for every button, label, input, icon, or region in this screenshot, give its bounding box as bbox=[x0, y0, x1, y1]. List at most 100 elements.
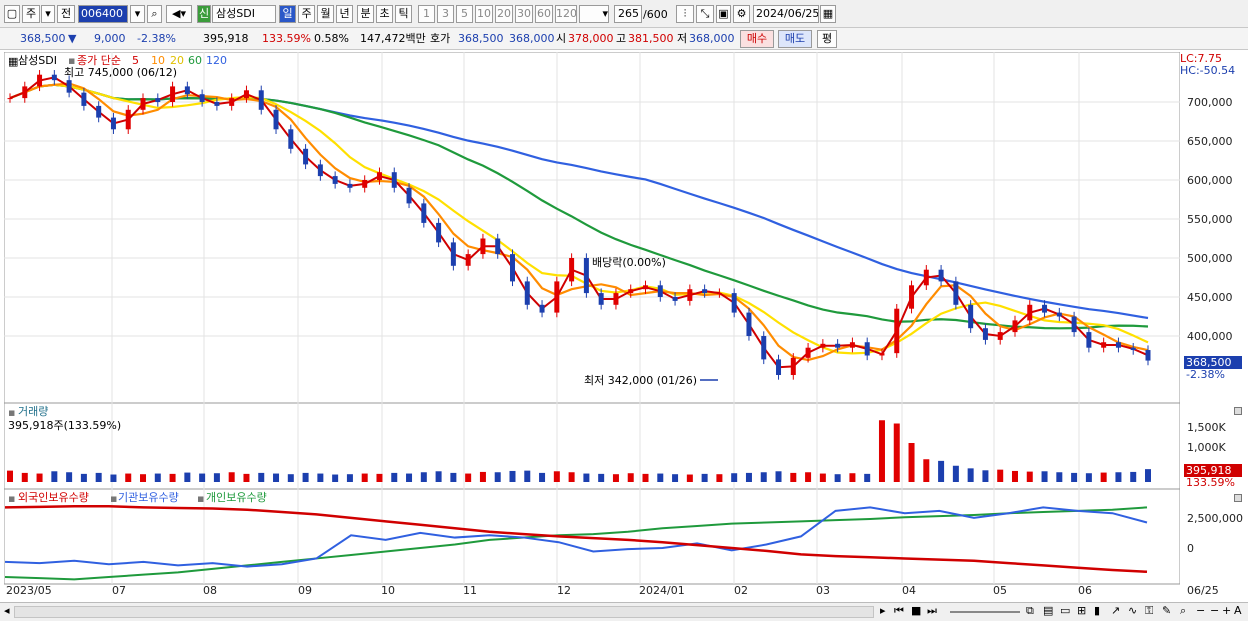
tab-weekly[interactable]: 주 bbox=[298, 5, 315, 23]
table-icon[interactable]: ▤ bbox=[1043, 604, 1054, 617]
current-price-tag: 368,500 bbox=[1184, 356, 1242, 369]
text-tool-icon[interactable]: A bbox=[1234, 604, 1242, 617]
x-tick-11: 11 bbox=[463, 584, 477, 597]
candle-body bbox=[583, 258, 589, 294]
wave-icon[interactable]: ∿ bbox=[1128, 604, 1138, 617]
dropdown-icon[interactable]: ▾ bbox=[41, 5, 55, 23]
zoom-slider[interactable] bbox=[950, 611, 1020, 613]
chart-area[interactable] bbox=[4, 52, 1180, 602]
high-label: 고 bbox=[616, 32, 627, 45]
institution-legend: 기관보유수량 bbox=[118, 491, 179, 504]
candle-body bbox=[1056, 312, 1062, 317]
volume-bar bbox=[524, 470, 531, 482]
ma-60-label: 60 bbox=[188, 54, 202, 67]
interval-30[interactable]: 30 bbox=[515, 5, 533, 23]
candle-body bbox=[982, 328, 988, 340]
stock-name[interactable]: 삼성SDI bbox=[212, 5, 276, 23]
draw-icon[interactable]: ✎ bbox=[1162, 604, 1172, 617]
scroll-left-icon[interactable]: ◂ bbox=[4, 604, 10, 617]
candle-body bbox=[96, 105, 102, 118]
grid-icon[interactable]: ⊞ bbox=[1077, 604, 1087, 617]
buy-button[interactable]: 매수 bbox=[740, 30, 774, 48]
last-page-icon[interactable]: ⏭ bbox=[927, 604, 937, 617]
candle-body bbox=[229, 98, 235, 106]
window-icon[interactable]: ▭ bbox=[1060, 604, 1071, 617]
tab-weekly-type[interactable]: 주 bbox=[22, 5, 40, 23]
volume-bar bbox=[80, 473, 87, 482]
calendar-icon[interactable]: ▦ bbox=[820, 5, 836, 23]
interval-dropdown-icon[interactable]: ▾ bbox=[579, 5, 609, 23]
save-icon[interactable]: ▣ bbox=[716, 5, 731, 23]
volume-pane-close-icon[interactable] bbox=[1234, 407, 1242, 415]
scroll-right-icon[interactable]: ▸ bbox=[880, 604, 886, 617]
interval-5[interactable]: 5 bbox=[456, 5, 473, 23]
volume-bar bbox=[199, 473, 206, 482]
interval-1[interactable]: 1 bbox=[418, 5, 435, 23]
volume-bar bbox=[805, 472, 812, 482]
interval-10[interactable]: 10 bbox=[475, 5, 493, 23]
volume-bar bbox=[612, 474, 619, 482]
candle-body bbox=[997, 332, 1003, 340]
x-tick-06: 06 bbox=[1078, 584, 1092, 597]
lock-icon[interactable]: ⚿ bbox=[1145, 604, 1154, 617]
tab-daily[interactable]: 일 bbox=[279, 5, 296, 23]
candle-body bbox=[820, 343, 826, 348]
holder-pane-close-icon[interactable] bbox=[1234, 494, 1242, 502]
minus-icon[interactable]: − bbox=[1210, 604, 1220, 617]
crosshair-icon[interactable]: ⤡ bbox=[696, 5, 714, 23]
volume-bar bbox=[450, 472, 457, 482]
volume-bar bbox=[7, 470, 13, 482]
trend-icon[interactable]: ↗ bbox=[1111, 604, 1121, 617]
speaker-icon[interactable]: ◀▾ bbox=[166, 5, 192, 23]
candle-body bbox=[805, 347, 811, 358]
sell-button[interactable]: 매도 bbox=[778, 30, 812, 48]
date-input[interactable]: 2024/06/25 bbox=[753, 5, 819, 23]
horizontal-scrollbar[interactable] bbox=[14, 606, 874, 618]
tab-tick[interactable]: 틱 bbox=[395, 5, 412, 23]
search-icon[interactable]: ⌕ bbox=[147, 5, 162, 23]
ma-5-label: 5 bbox=[132, 54, 139, 67]
code-dropdown-icon[interactable]: ▾ bbox=[130, 5, 145, 23]
candle-body bbox=[968, 304, 974, 329]
candle-body bbox=[1012, 320, 1018, 333]
interval-120[interactable]: 120 bbox=[555, 5, 577, 23]
interval-3[interactable]: 3 bbox=[437, 5, 454, 23]
bar-chart-icon[interactable]: ▮ bbox=[1094, 604, 1101, 617]
first-page-icon[interactable]: ⏮ bbox=[894, 604, 904, 617]
tab-monthly[interactable]: 월 bbox=[317, 5, 334, 23]
volume-bar bbox=[701, 473, 708, 482]
layout-toggle-icon[interactable]: ▦ bbox=[8, 55, 19, 68]
volume-bar bbox=[878, 420, 885, 482]
candle-body bbox=[199, 94, 205, 102]
volume-bar bbox=[36, 473, 43, 482]
layout-icon[interactable]: ▢ bbox=[4, 5, 20, 23]
candle-body bbox=[628, 289, 634, 294]
volume-bar bbox=[672, 474, 679, 482]
tab-yearly[interactable]: 년 bbox=[336, 5, 353, 23]
count-max: /600 bbox=[643, 8, 668, 21]
tab-prev[interactable]: 전 bbox=[57, 5, 75, 23]
avg-button[interactable]: 평 bbox=[817, 30, 837, 48]
tab-minute[interactable]: 분 bbox=[357, 5, 374, 23]
stop-icon[interactable]: ■ bbox=[911, 604, 922, 617]
interval-60[interactable]: 60 bbox=[535, 5, 553, 23]
tab-second[interactable]: 초 bbox=[376, 5, 393, 23]
volume-bar bbox=[893, 423, 900, 482]
y-tick-450000: 450,000 bbox=[1187, 291, 1233, 304]
volume-bar bbox=[332, 474, 339, 482]
candle-type-icon[interactable]: ⫶ bbox=[676, 5, 694, 23]
zoom-search-icon[interactable]: ⌕ bbox=[1180, 604, 1187, 617]
candle-body bbox=[1130, 347, 1136, 351]
volume-bar bbox=[154, 473, 161, 482]
volume-bar bbox=[376, 473, 383, 482]
zoom-in-icon[interactable]: + bbox=[1222, 604, 1232, 617]
price-change-pct: -2.38% bbox=[137, 32, 176, 45]
x-tick-09: 09 bbox=[298, 584, 312, 597]
individual-holding-line bbox=[4, 506, 1148, 581]
interval-20[interactable]: 20 bbox=[495, 5, 513, 23]
count-input[interactable]: 265 bbox=[614, 5, 642, 23]
gear-icon[interactable]: ⚙ bbox=[733, 5, 750, 23]
copy-icon[interactable]: ⧉ bbox=[1026, 604, 1034, 617]
zoom-out-icon[interactable]: − bbox=[1196, 604, 1206, 617]
stock-code-input[interactable]: 006400 bbox=[78, 5, 128, 23]
